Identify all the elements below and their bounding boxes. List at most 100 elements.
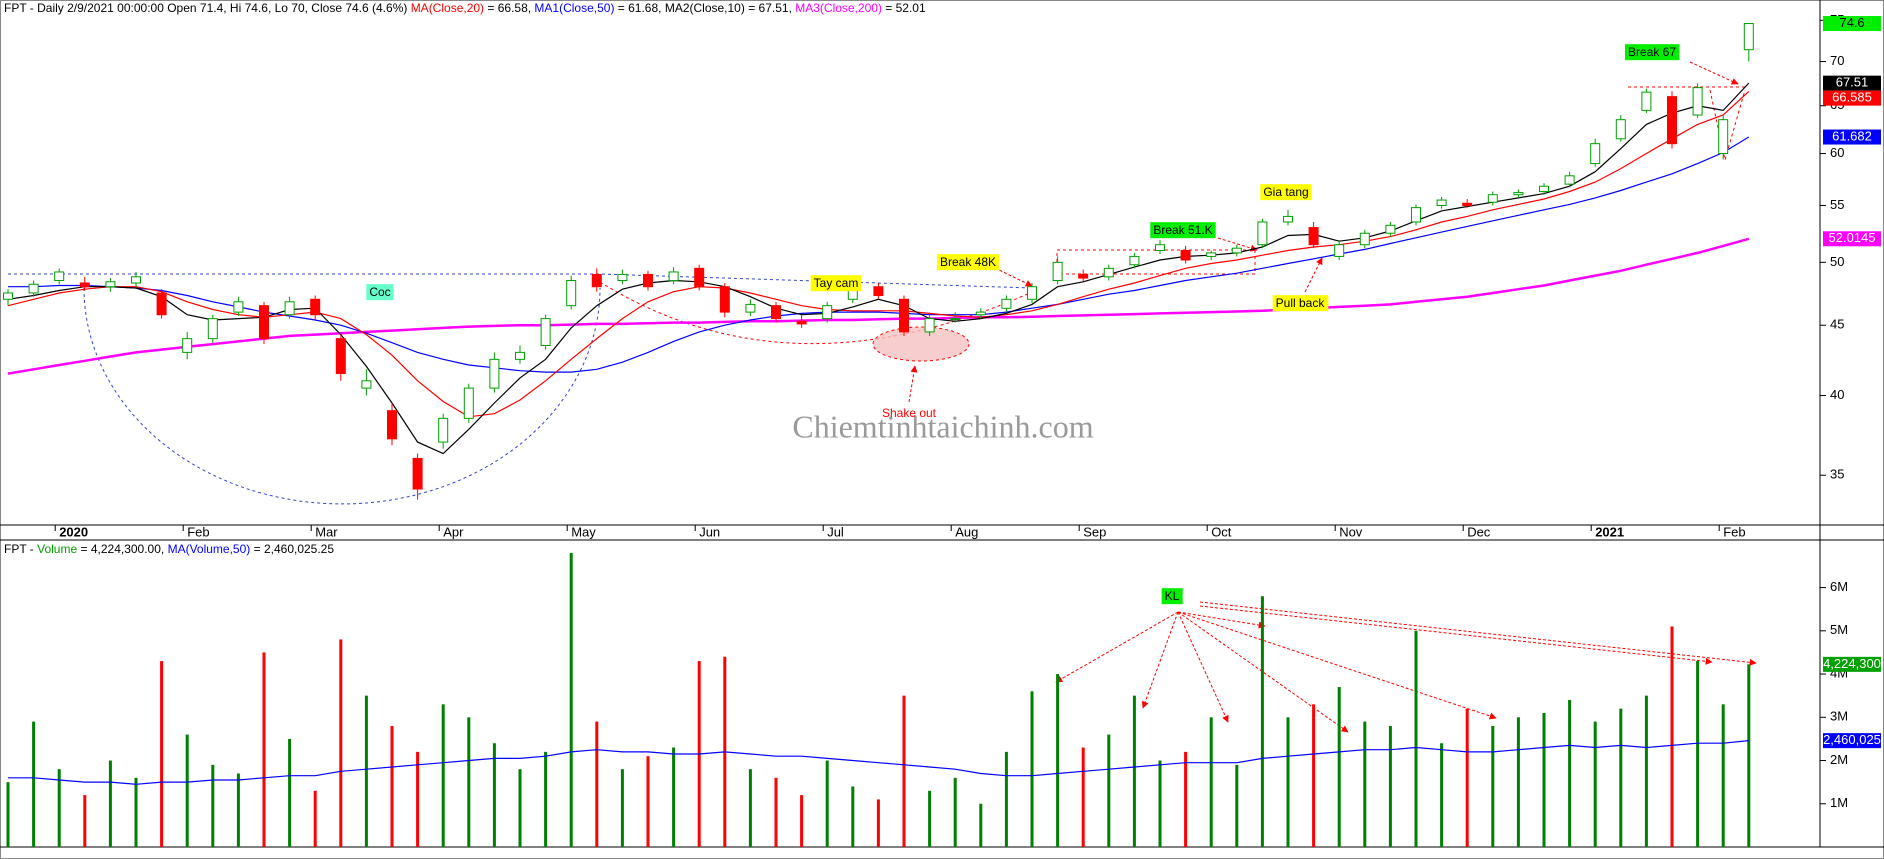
header-segment: = 52.01 (882, 1, 926, 15)
candle-body (1436, 199, 1447, 206)
last-value-badge (1823, 90, 1881, 106)
x-tick-label: Jun (699, 524, 720, 539)
volume-bar (1696, 661, 1700, 847)
volume-bar (262, 652, 266, 847)
annotation: Tay cam (814, 276, 859, 290)
candle-body (54, 271, 65, 282)
header-segment: FPT - (4, 542, 37, 556)
x-tick-label: Jul (827, 524, 844, 539)
candle-body (1513, 192, 1524, 196)
candle-body (796, 320, 807, 325)
last-value-label: 4,224,300 (1823, 656, 1881, 671)
candle-body (1743, 23, 1754, 51)
volume-bar (364, 695, 368, 847)
candle-body (387, 410, 397, 440)
volume-header: FPT - Volume = 4,224,300.00, MA(Volume,5… (4, 542, 334, 556)
arrow (1689, 61, 1739, 85)
volume-bar (1491, 725, 1495, 847)
candle-body (515, 351, 525, 360)
arrow (1199, 601, 1757, 666)
volume-bar (928, 790, 932, 847)
arrow (1304, 257, 1323, 293)
volume-bar (1158, 760, 1162, 847)
x-tick-label: Nov (1339, 524, 1363, 539)
last-value-badge (1823, 656, 1881, 672)
annotation: KL (1165, 589, 1180, 603)
candle-body (1231, 247, 1242, 254)
last-value-label: 67.51 (1836, 75, 1869, 90)
ma-line (7, 82, 1750, 455)
annotation-box (1624, 44, 1680, 61)
header-segment: MA(Close,20) (411, 1, 484, 15)
annotation: Pull back (1276, 296, 1326, 310)
volume-bar (1004, 751, 1008, 847)
candle-body (1001, 298, 1012, 309)
candle-body (1027, 286, 1037, 300)
volume-bar (108, 760, 112, 847)
volume-bar (1081, 747, 1085, 847)
volume-bar (32, 721, 36, 847)
volume-bar (185, 734, 189, 847)
retest-lines (1709, 89, 1746, 161)
annotation-box (1260, 184, 1312, 201)
x-tick-label: Feb (187, 524, 209, 539)
header-segment: = 66.58, (484, 1, 534, 15)
annotation: Gia tang (1263, 185, 1308, 199)
y-tick-label: 60 (1830, 145, 1844, 160)
volume-bar (620, 769, 624, 847)
volume-bar (441, 704, 445, 847)
volume-bar (979, 803, 983, 847)
volume-bar (1235, 764, 1239, 847)
candle-body (1308, 227, 1319, 246)
y-tick-label: 6M (1830, 579, 1848, 594)
candle-body (1283, 215, 1293, 223)
y-tick-label: 50 (1830, 254, 1844, 269)
x-tick-label: Aug (955, 524, 978, 539)
candle-body (745, 303, 756, 313)
volume-bar (1721, 704, 1725, 847)
volume-bar (646, 756, 650, 847)
candle-body (1539, 185, 1549, 193)
candle-body (950, 318, 961, 321)
arrow (1217, 237, 1258, 252)
candle-body (182, 338, 193, 353)
volume-bar (57, 769, 61, 847)
volume-bar (595, 721, 599, 847)
volume-bar (211, 764, 215, 847)
candle-body (822, 305, 833, 320)
header-segment: = 2,460,025.25 (250, 542, 334, 556)
volume-bar (1670, 626, 1674, 847)
volume-bar (1363, 721, 1367, 847)
cup-arc (83, 287, 601, 505)
volume-bar (672, 747, 676, 847)
candle-body (207, 318, 218, 340)
volume-bar (160, 661, 164, 847)
candle-body (361, 380, 372, 389)
x-tick-label: Apr (443, 524, 464, 539)
volume-bar (1030, 691, 1034, 847)
header-segment: MA2(Close,10) (665, 1, 745, 15)
candle-body (1692, 87, 1703, 116)
arrow (1199, 605, 1713, 665)
candle-body (1155, 244, 1165, 252)
candle-body (1103, 267, 1114, 278)
volume-bar (1184, 751, 1188, 847)
candle-body (1462, 202, 1473, 206)
last-value-label: 52.0145 (1829, 230, 1876, 245)
arrow (1055, 611, 1179, 683)
candle-body (1411, 207, 1421, 223)
candle-body (1718, 119, 1729, 155)
last-value-label: 74.6 (1839, 15, 1864, 30)
candle-body (335, 338, 346, 375)
header-segment: MA1(Close,50) (534, 1, 614, 15)
candle-body (1334, 244, 1345, 257)
header-segment: = 4,224,300.00, (77, 542, 167, 556)
candle-body (438, 417, 449, 443)
candle-body (668, 271, 679, 282)
candle-body (79, 282, 90, 288)
annotation: Break 48K (940, 255, 996, 269)
x-tick-label: May (571, 524, 596, 539)
y-tick-label: 3M (1830, 709, 1848, 724)
candle-body (28, 283, 39, 294)
candle-body (131, 276, 141, 284)
